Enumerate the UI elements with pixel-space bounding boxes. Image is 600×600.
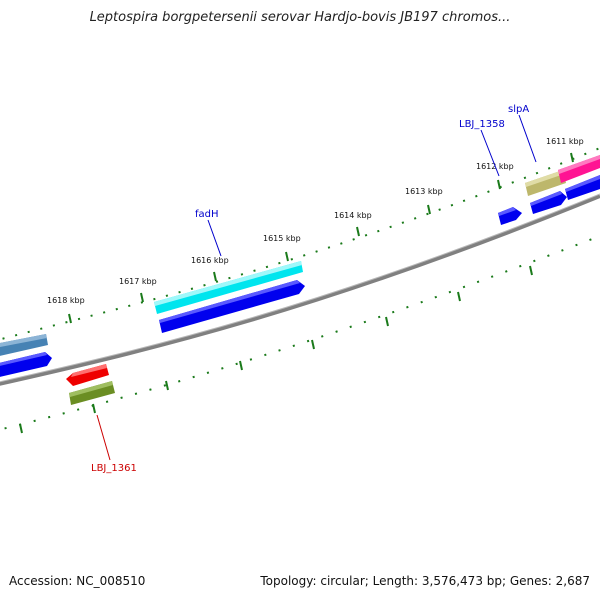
feature-lbj-1361 — [69, 381, 115, 405]
gene-label-fadh: fadH — [195, 209, 219, 220]
feature-steelblue — [0, 334, 48, 356]
outer-tick-ring — [0, 147, 600, 341]
genome-summary-text: Topology: circular; Length: 3,576,473 bp… — [260, 574, 590, 588]
tick-label: 1618 kbp — [47, 296, 85, 305]
feature-fadh — [154, 261, 303, 314]
map-title: Leptospira borgpetersenii serovar Hardjo… — [89, 10, 511, 25]
feature-cds-right-2 — [565, 175, 600, 200]
feature-slpa — [525, 170, 566, 196]
tick-label: 1613 kbp — [405, 187, 443, 196]
feature-pink — [558, 155, 600, 183]
gene-label-lbj-1361: LBJ_1361 — [91, 463, 137, 474]
backbone-line — [0, 194, 600, 386]
feature-cds-right — [530, 191, 567, 214]
tick-label: 1617 kbp — [119, 277, 157, 286]
tick-label: 1614 kbp — [334, 211, 372, 220]
feature-cds — [159, 280, 305, 333]
tick-label: 1616 kbp — [191, 256, 229, 265]
tick-label: 1615 kbp — [263, 234, 301, 243]
gene-label-slpa: slpA — [508, 104, 529, 115]
feature-lbj-1358 — [498, 207, 522, 225]
inner-tick-ring — [0, 235, 600, 431]
accession-text: Accession: NC_008510 — [9, 574, 146, 588]
gene-label-lbj-1358: LBJ_1358 — [459, 119, 505, 130]
tick-label: 1611 kbp — [546, 137, 584, 146]
feature-red — [66, 364, 109, 386]
feature-cds-left — [0, 352, 52, 377]
